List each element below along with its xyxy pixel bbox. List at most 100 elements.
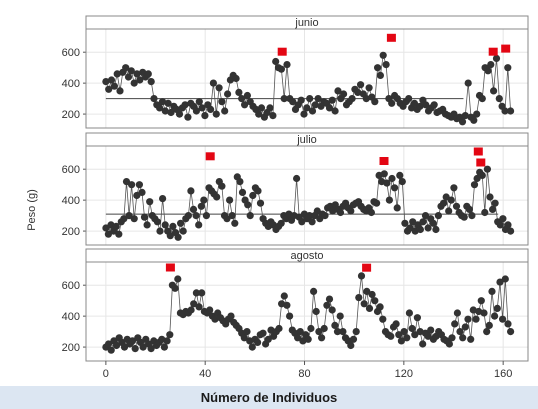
data-point — [448, 334, 456, 342]
data-point — [405, 95, 413, 103]
data-point — [112, 222, 120, 230]
data-point — [135, 181, 143, 189]
data-point — [311, 101, 319, 109]
data-point — [336, 312, 344, 320]
data-point — [450, 184, 458, 192]
data-point — [452, 202, 461, 210]
data-point — [325, 104, 334, 112]
data-point — [202, 212, 210, 220]
data-point — [238, 188, 247, 196]
data-point — [200, 196, 208, 204]
data-point — [395, 331, 403, 339]
data-point — [424, 332, 432, 340]
data-point — [116, 87, 124, 95]
data-point — [298, 218, 306, 226]
data-point — [174, 275, 182, 283]
data-point — [243, 91, 251, 100]
data-point — [139, 343, 147, 351]
data-point — [264, 335, 272, 343]
data-point — [300, 110, 308, 118]
highlighted-point — [473, 147, 483, 156]
data-point — [192, 107, 200, 115]
data-point — [306, 95, 314, 103]
data-point — [405, 309, 413, 317]
data-point — [174, 233, 182, 241]
data-point — [464, 79, 472, 87]
data-point — [392, 320, 400, 328]
data-point — [388, 99, 396, 107]
panel-title: julio — [296, 134, 317, 146]
data-point — [411, 331, 419, 339]
data-point — [410, 99, 418, 107]
x-tick-label: 80 — [298, 368, 310, 380]
data-point — [211, 315, 219, 323]
data-point — [365, 84, 373, 92]
data-point — [314, 95, 322, 103]
data-point — [391, 184, 399, 192]
data-point — [470, 116, 478, 124]
data-point — [486, 193, 494, 201]
data-point — [424, 224, 432, 232]
data-point — [177, 219, 185, 227]
data-point — [325, 295, 334, 303]
data-point — [374, 64, 382, 72]
data-point — [283, 61, 291, 69]
data-point — [451, 320, 459, 328]
data-point — [107, 346, 115, 354]
data-point — [401, 219, 409, 227]
data-point — [227, 312, 235, 320]
data-point — [468, 212, 476, 220]
data-point — [133, 70, 141, 78]
data-point — [307, 324, 315, 333]
data-point — [184, 113, 192, 121]
data-point — [459, 334, 467, 342]
data-point — [161, 221, 169, 229]
data-point — [293, 174, 301, 183]
panel-border — [85, 132, 529, 246]
data-point — [231, 219, 239, 227]
data-point — [249, 191, 257, 200]
data-point — [504, 221, 512, 229]
x-tick-label: 120 — [395, 368, 413, 380]
data-point — [198, 289, 206, 297]
data-point — [336, 208, 345, 217]
data-point — [398, 178, 406, 186]
data-point — [488, 287, 496, 295]
data-point — [266, 104, 274, 112]
data-point — [393, 204, 401, 212]
data-point — [432, 225, 440, 234]
data-point — [483, 165, 491, 173]
data-point — [339, 328, 347, 336]
data-point — [248, 343, 256, 351]
chart-panels: 200 400 600 junio 200 400 600 julio 200 400 600 ago… — [62, 15, 529, 362]
data-point — [499, 315, 507, 323]
highlighted-point — [379, 157, 389, 165]
data-point — [163, 337, 171, 345]
data-point — [289, 98, 297, 106]
panel-title: junio — [294, 17, 318, 29]
data-point — [507, 227, 515, 235]
x-axis: 0 40 80 120 160 — [103, 361, 512, 380]
data-point — [347, 207, 355, 215]
data-point — [312, 307, 320, 316]
data-point — [400, 328, 408, 336]
data-point — [215, 84, 223, 92]
data-point — [483, 328, 491, 336]
data-point — [140, 213, 149, 221]
data-point — [427, 326, 435, 334]
data-point — [198, 104, 206, 112]
data-point — [491, 199, 499, 207]
data-point — [331, 321, 339, 329]
data-point — [147, 78, 155, 86]
data-point — [501, 275, 509, 283]
data-point — [187, 187, 195, 195]
data-point — [207, 105, 215, 113]
data-point — [303, 104, 311, 112]
data-point — [367, 208, 375, 217]
data-point — [166, 331, 174, 339]
highlighted-point — [205, 152, 215, 161]
data-point — [461, 112, 469, 120]
y-tick-label: 400 — [62, 311, 80, 323]
data-point — [112, 341, 121, 350]
